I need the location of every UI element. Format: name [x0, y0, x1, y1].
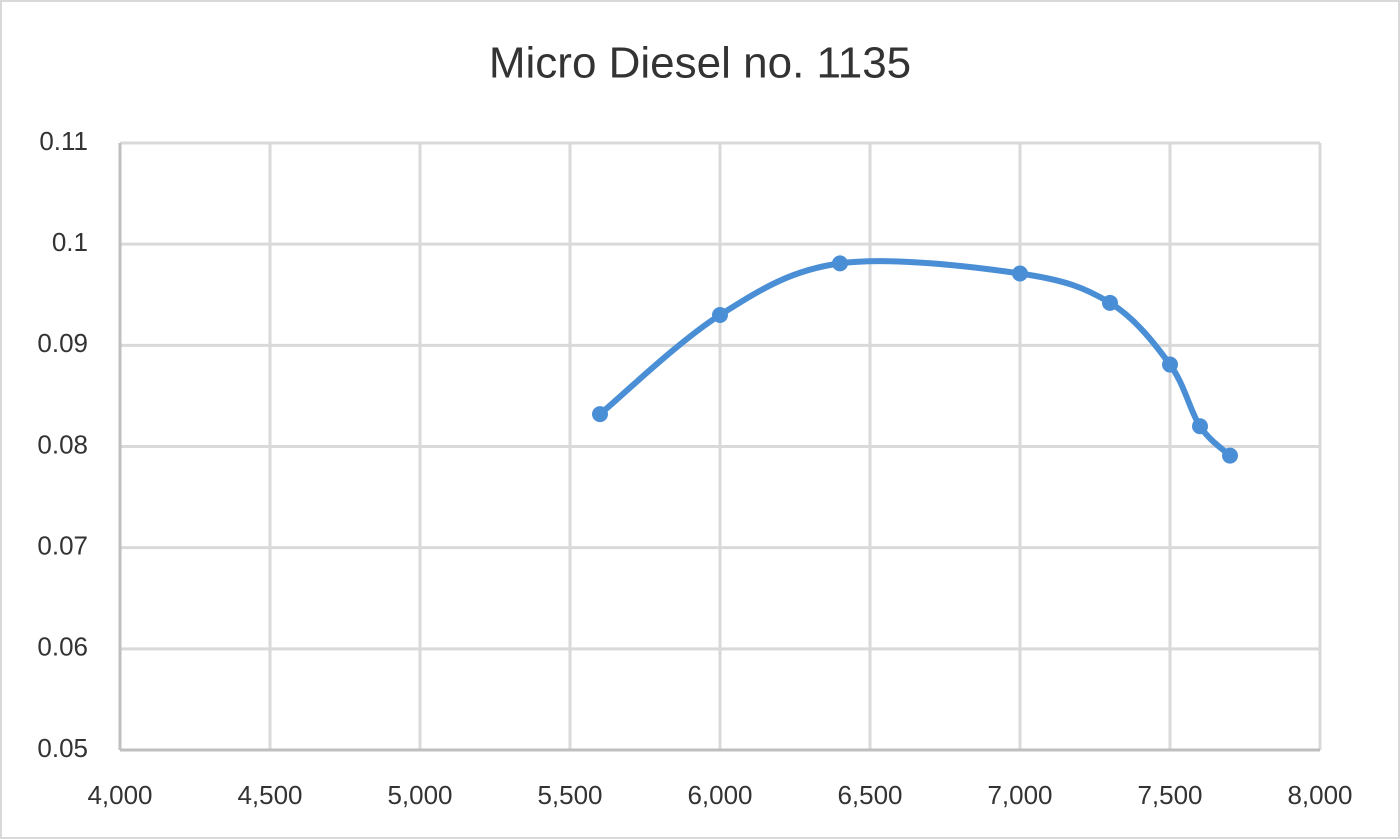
y-tick-label: 0.08 [37, 429, 88, 459]
y-tick-label: 0.11 [39, 126, 88, 156]
x-tick-label: 5,500 [537, 780, 602, 810]
data-point [1102, 294, 1118, 311]
data-point [1222, 447, 1238, 464]
x-tick-label: 4,500 [237, 780, 302, 810]
data-point [1192, 418, 1208, 435]
x-tick-label: 4,000 [87, 780, 152, 810]
x-tick-label: 6,000 [687, 780, 752, 810]
data-point [1012, 265, 1028, 282]
y-tick-label: 0.05 [37, 733, 88, 763]
chart-title: Micro Diesel no. 1135 [489, 39, 911, 88]
x-tick-label: 7,000 [987, 780, 1052, 810]
x-tick-label: 8,000 [1287, 780, 1352, 810]
y-tick-label: 0.07 [37, 531, 88, 561]
data-point [712, 306, 728, 323]
x-tick-label: 5,000 [387, 780, 452, 810]
data-point [832, 255, 848, 272]
y-tick-label: 0.1 [52, 227, 88, 257]
data-point [1162, 356, 1178, 373]
x-tick-label: 6,500 [837, 780, 902, 810]
y-tick-label: 0.06 [37, 632, 88, 662]
y-tick-label: 0.09 [37, 328, 88, 358]
data-point [592, 406, 608, 423]
x-tick-label: 7,500 [1137, 780, 1202, 810]
